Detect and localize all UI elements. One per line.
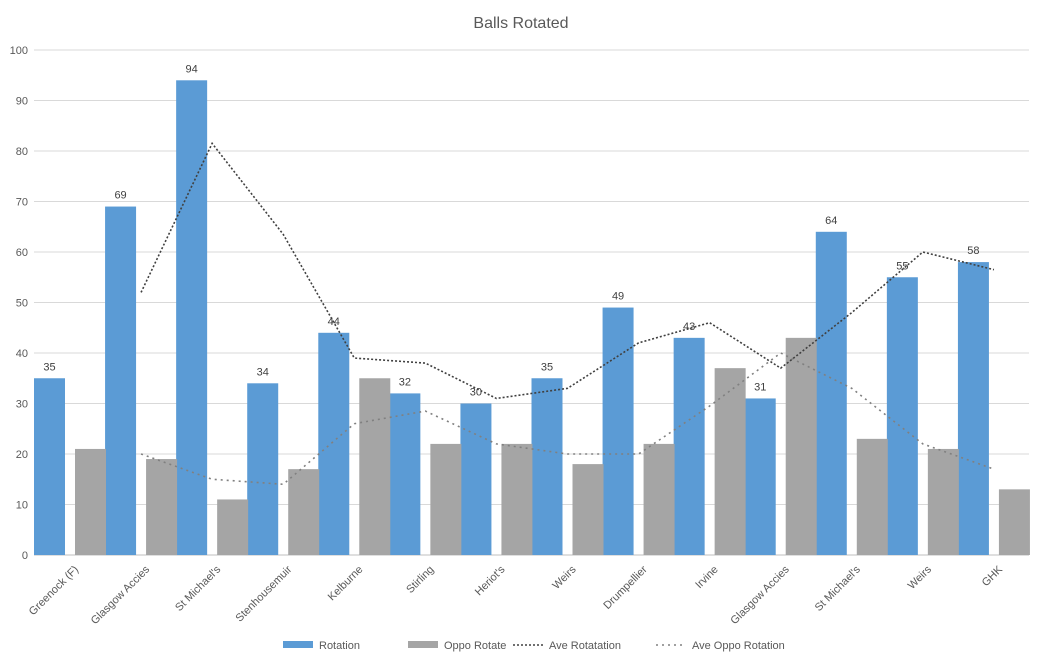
chart-title: Balls Rotated (473, 15, 568, 32)
bar-value-label: 94 (186, 63, 198, 75)
bar-rotation (34, 378, 65, 555)
bar-rotation (105, 206, 137, 556)
bar-value-label: 35 (43, 361, 55, 373)
x-category-label: Weirs (906, 563, 935, 592)
y-tick-label: 90 (16, 96, 28, 108)
bar-oppo-rotate (927, 448, 959, 555)
x-category-label: St Michael's (173, 563, 224, 614)
bar-oppo-rotate (643, 443, 675, 555)
bar-oppo-rotate (288, 469, 320, 555)
bar-value-label: 35 (541, 361, 553, 373)
y-tick-label: 20 (16, 449, 28, 461)
bar-oppo-rotate (146, 459, 178, 555)
x-category-label: Weirs (550, 563, 579, 592)
x-category-label: Heriot's (473, 563, 508, 598)
legend-swatch (408, 641, 438, 648)
line-ave-rotatation (140, 141, 995, 400)
bar-oppo-rotate (714, 368, 746, 555)
bar-rotation (460, 403, 492, 555)
bar-value-label: 34 (257, 366, 269, 378)
bar-oppo-rotate (998, 489, 1030, 555)
legend-label: Ave Oppo Rotation (692, 640, 785, 652)
x-category-label: Greenock (F) (27, 564, 81, 618)
legend-label: Oppo Rotate (444, 640, 506, 652)
x-category-label: Stirling (404, 564, 436, 596)
legend-label: Ave Rotatation (549, 640, 621, 652)
x-category-label: Glasgow Accies (728, 563, 792, 627)
bar-oppo-rotate (856, 438, 888, 555)
bar-oppo-rotate (217, 499, 249, 555)
y-tick-label: 60 (16, 247, 28, 259)
x-category-label: St Michael's (813, 563, 864, 614)
x-category-label: Glasgow Accies (89, 563, 153, 627)
bar-value-label: 69 (114, 190, 126, 202)
bar-oppo-rotate (572, 464, 604, 555)
y-axis-ticks: 0 10 20 30 40 50 60 70 80 90 100 (10, 45, 28, 562)
x-axis-categories: Greenock (F) Glasgow Accies St Michael's St… (27, 563, 1006, 627)
bar-value-label: 31 (754, 381, 766, 393)
bar-rotation (744, 398, 776, 555)
bar-oppo-rotate (359, 378, 391, 555)
legend-label: Rotation (319, 640, 360, 652)
bar-value-label: 64 (825, 215, 837, 227)
bar-rotation (318, 332, 350, 555)
bar-rotation (815, 231, 847, 556)
data-labels: 35 69 94 34 44 32 30 35 49 43 31 64 55 58 (43, 63, 979, 398)
y-tick-label: 40 (16, 348, 28, 360)
bar-rotation (389, 393, 421, 555)
bar-rotation (602, 307, 634, 555)
bar-oppo-rotate (430, 443, 462, 555)
y-tick-label: 70 (16, 197, 28, 209)
bar-value-label: 49 (612, 291, 624, 303)
bar-oppo-rotate (501, 443, 533, 555)
y-tick-label: 50 (16, 298, 28, 310)
bar-oppo-rotate (785, 337, 817, 555)
bar-rotation (176, 80, 208, 556)
bar-rotation (531, 378, 563, 555)
bar-rotation (957, 262, 989, 555)
bar-rotation (247, 383, 279, 555)
bars (34, 80, 1030, 556)
legend: Rotation Oppo Rotate Ave Rotatation Ave Opp… (283, 640, 785, 652)
bar-value-label: 44 (328, 316, 340, 328)
y-tick-label: 30 (16, 399, 28, 411)
y-tick-label: 100 (10, 45, 28, 57)
bar-value-label: 43 (683, 321, 695, 333)
x-category-label: GHK (980, 563, 1006, 589)
y-tick-label: 10 (16, 500, 28, 512)
x-category-label: Drumpellier (601, 563, 649, 611)
y-tick-label: 0 (22, 550, 28, 562)
bar-rotation (886, 277, 918, 555)
trend-lines (140, 141, 995, 486)
x-category-label: Kelburne (326, 564, 366, 604)
bar-value-label: 30 (470, 387, 482, 399)
bar-value-label: 58 (967, 245, 979, 257)
line-ave-oppo-rotation (140, 352, 995, 486)
bar-value-label: 55 (896, 260, 908, 272)
bar-oppo-rotate (75, 448, 106, 555)
legend-swatch (283, 641, 313, 648)
bar-rotation (673, 337, 705, 555)
y-tick-label: 80 (16, 146, 28, 158)
x-category-label: Stenhousemuir (234, 563, 295, 624)
bar-value-label: 32 (399, 376, 411, 388)
x-category-label: Irvine (693, 564, 721, 592)
